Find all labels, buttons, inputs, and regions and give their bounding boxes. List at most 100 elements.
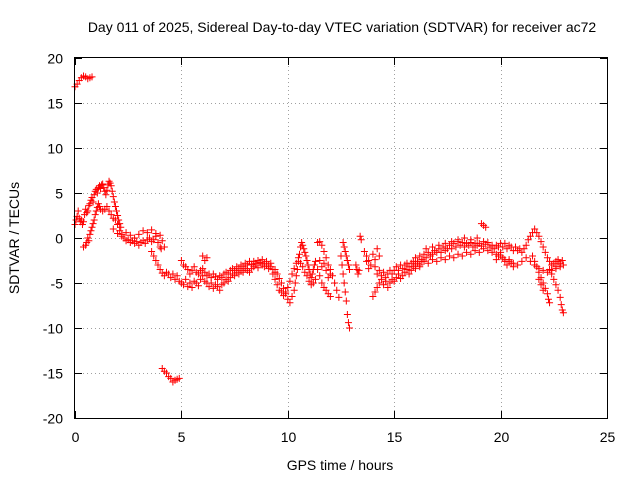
data-point xyxy=(373,270,381,278)
data-point xyxy=(390,277,398,285)
data-point xyxy=(365,265,373,273)
data-point xyxy=(341,288,349,296)
data-point xyxy=(99,180,107,188)
data-point xyxy=(482,223,490,231)
data-point xyxy=(367,261,375,269)
data-point xyxy=(103,186,111,194)
y-tick-label: -15 xyxy=(43,366,63,382)
data-point xyxy=(105,177,113,185)
data-point xyxy=(524,236,532,244)
data-point xyxy=(333,286,341,294)
data-point xyxy=(254,264,262,272)
data-point xyxy=(384,284,392,291)
data-point xyxy=(145,234,153,242)
data-point xyxy=(316,238,324,246)
data-point xyxy=(507,259,515,267)
data-point xyxy=(429,243,437,251)
data-point xyxy=(537,238,545,246)
data-point xyxy=(539,286,547,294)
y-tick-label: 20 xyxy=(47,51,63,67)
data-point xyxy=(84,207,92,215)
data-point xyxy=(318,279,326,287)
data-point xyxy=(446,252,454,260)
data-point xyxy=(369,293,377,300)
data-point xyxy=(175,374,183,382)
data-point xyxy=(85,237,93,245)
data-point xyxy=(314,266,322,273)
data-point xyxy=(546,299,554,307)
data-point xyxy=(197,275,205,283)
data-point xyxy=(492,256,500,264)
data-point xyxy=(371,263,379,271)
data-point xyxy=(160,272,168,280)
data-point xyxy=(322,286,330,294)
data-point xyxy=(357,236,365,244)
data-point xyxy=(392,263,400,271)
data-point xyxy=(546,257,554,265)
data-point xyxy=(503,261,511,269)
data-point xyxy=(89,198,97,206)
data-point xyxy=(307,274,315,282)
data-point xyxy=(318,241,326,249)
data-point xyxy=(554,286,562,294)
data-point xyxy=(380,268,388,276)
data-point xyxy=(543,290,551,298)
x-tick-label: 0 xyxy=(72,429,80,445)
data-point xyxy=(310,261,318,269)
data-point xyxy=(173,272,181,280)
data-point xyxy=(243,261,251,269)
data-point xyxy=(318,263,326,271)
data-point xyxy=(340,243,348,251)
data-point xyxy=(308,270,316,278)
data-point xyxy=(541,248,549,256)
data-point xyxy=(85,202,93,210)
data-point xyxy=(245,268,253,276)
data-point xyxy=(286,299,294,307)
data-point xyxy=(339,239,347,246)
chart-title: Day 011 of 2025, Sidereal Day-to-day VTE… xyxy=(88,19,597,35)
data-point xyxy=(301,268,309,276)
data-point xyxy=(291,279,299,287)
data-point xyxy=(297,259,305,267)
data-point xyxy=(280,292,288,300)
data-point xyxy=(399,272,407,280)
data-point xyxy=(514,261,522,269)
data-point xyxy=(460,243,468,251)
data-point xyxy=(557,301,565,309)
data-point xyxy=(184,283,192,291)
data-point xyxy=(346,324,354,332)
data-point xyxy=(258,256,266,264)
data-point xyxy=(386,279,394,287)
data-point xyxy=(338,261,346,269)
data-point xyxy=(284,295,292,303)
data-point xyxy=(559,261,567,269)
data-point xyxy=(429,256,437,264)
data-point xyxy=(424,248,432,256)
data-point xyxy=(490,245,498,253)
data-point xyxy=(177,257,185,264)
data-point xyxy=(111,216,119,224)
data-point xyxy=(203,254,211,262)
data-point xyxy=(216,286,224,294)
data-point xyxy=(473,234,481,242)
data-point xyxy=(288,270,296,278)
data-point xyxy=(267,259,275,267)
data-point xyxy=(537,281,545,289)
data-point xyxy=(90,191,98,199)
data-point xyxy=(411,254,419,262)
data-point xyxy=(446,241,454,249)
data-point xyxy=(414,257,422,265)
data-point xyxy=(467,236,475,244)
data-point xyxy=(352,261,360,269)
data-point xyxy=(342,252,350,260)
data-point xyxy=(88,223,96,231)
data-point xyxy=(322,266,330,274)
data-point xyxy=(304,261,312,269)
data-point xyxy=(194,270,202,278)
data-point xyxy=(331,279,339,287)
data-point xyxy=(375,279,383,287)
data-point xyxy=(290,265,298,273)
data-point xyxy=(171,275,179,283)
data-point xyxy=(199,252,207,260)
data-point xyxy=(180,281,188,289)
